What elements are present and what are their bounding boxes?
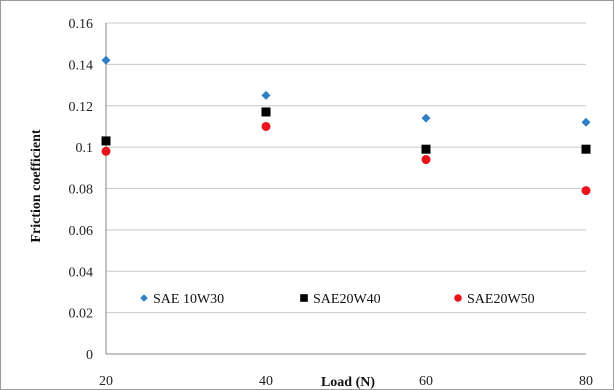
- data-point: [581, 186, 591, 196]
- x-axis-title: Load (N): [321, 375, 375, 390]
- axes: [105, 23, 586, 355]
- data-point: [261, 107, 271, 117]
- y-tick-label: 0: [86, 348, 93, 363]
- x-tick-label: 40: [259, 374, 273, 389]
- legend: SAE 10W30 SAE20W40 SAE20W50: [140, 292, 535, 307]
- data-point: [101, 136, 111, 146]
- legend-marker: [140, 294, 148, 302]
- legend-label: SAE20W50: [467, 292, 535, 307]
- y-tick-label: 0.08: [69, 183, 94, 198]
- tick-labels: 0 0.02 0.04 0.06 0.08 0.1 0.12 0.14 0.16 20 40 60 80: [69, 17, 594, 389]
- y-tick-label: 0.16: [69, 17, 94, 32]
- data-point: [581, 117, 591, 127]
- data-point: [261, 121, 271, 131]
- legend-label: SAE 10W30: [153, 292, 224, 307]
- y-axis-title: Friction coefficient: [29, 129, 44, 242]
- y-tick-label: 0.06: [69, 224, 94, 239]
- legend-marker: [454, 294, 462, 302]
- y-tick-label: 0.04: [69, 265, 94, 280]
- data-point: [261, 90, 271, 100]
- data-point: [101, 146, 111, 156]
- x-tick-label: 60: [419, 374, 433, 389]
- x-tick-label: 80: [579, 374, 593, 389]
- data-point: [101, 55, 111, 65]
- gridlines: [106, 22, 586, 314]
- y-tick-label: 0.1: [76, 141, 94, 156]
- data-point: [421, 144, 431, 154]
- data-point: [581, 144, 591, 154]
- data-point: [421, 155, 431, 165]
- y-tick-label: 0.02: [69, 307, 94, 322]
- legend-marker: [300, 294, 308, 302]
- data-point: [421, 113, 431, 123]
- data-points: [101, 55, 591, 196]
- y-tick-label: 0.14: [69, 58, 94, 73]
- legend-label: SAE20W40: [313, 292, 381, 307]
- x-tick-label: 20: [99, 374, 113, 389]
- y-tick-label: 0.12: [69, 100, 94, 115]
